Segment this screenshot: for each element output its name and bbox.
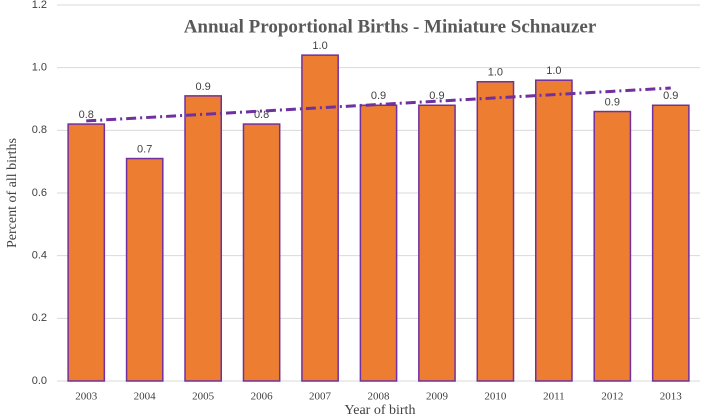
y-tick-label: 1.2 [32,0,47,11]
value-label: 0.9 [429,90,444,102]
y-tick-label: 0.2 [32,312,47,324]
value-label: 0.9 [663,90,678,102]
value-label: 1.0 [546,65,561,77]
value-label: 0.8 [254,109,269,121]
value-label: 0.9 [195,81,210,93]
bar [651,104,690,382]
y-tick-label: 0.8 [32,124,47,136]
y-axis-label: Percent of all births [5,138,20,248]
bar [476,81,515,382]
y-tick-label: 0.6 [32,187,47,199]
value-label: 0.9 [605,96,620,108]
y-tick-label: 0.4 [32,250,47,262]
bar [418,104,456,382]
y-tick-label: 1.0 [32,62,47,74]
x-tick-label: 2005 [192,391,215,403]
x-tick-label: 2006 [251,391,274,403]
x-tick-label: 2004 [134,391,157,403]
value-label: 1.0 [312,40,327,52]
x-tick-label: 2009 [426,391,449,403]
x-tick-label: 2011 [543,391,565,403]
x-axis-label: Year of birth [345,403,416,418]
bar [242,123,281,382]
value-label: 0.8 [79,109,94,121]
value-label: 1.0 [488,67,503,79]
bar [593,110,632,382]
bar [67,123,106,382]
x-tick-label: 2007 [309,391,332,403]
bar [125,157,164,382]
x-tick-label: 2012 [601,391,623,403]
value-label: 0.7 [137,143,152,155]
bar [534,79,573,382]
x-tick-label: 2013 [660,391,683,403]
value-label: 0.9 [371,90,386,102]
y-tick-label: 0.0 [32,375,47,387]
x-tick-label: 2003 [75,391,98,403]
x-tick-label: 2008 [368,391,391,403]
trend-line [86,86,671,123]
bar [301,54,339,382]
x-tick-label: 2010 [484,391,507,403]
chart-title: Annual Proportional Births - Miniature S… [184,16,597,37]
bar [184,95,223,382]
bar [359,104,398,382]
